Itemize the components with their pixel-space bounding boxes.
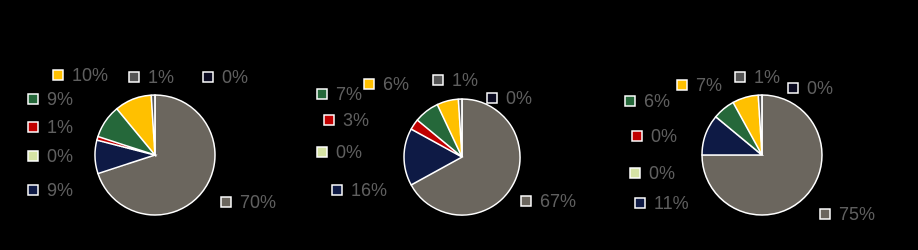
value-label: 0% — [506, 88, 532, 108]
value-label: 6% — [383, 74, 409, 94]
legend-marker — [676, 79, 688, 91]
legend-marker — [819, 208, 831, 220]
legend-marker — [432, 74, 444, 86]
legend-marker — [52, 69, 64, 81]
legend-marker — [787, 82, 799, 94]
legend-marker — [520, 195, 532, 207]
value-label: 9% — [47, 89, 73, 109]
value-label: 1% — [754, 67, 780, 87]
value-label: 0% — [807, 78, 833, 98]
legend-marker — [734, 71, 746, 83]
value-label: 70% — [240, 192, 276, 212]
legend-marker — [128, 71, 140, 83]
value-label: 0% — [336, 142, 362, 162]
value-label: 3% — [343, 110, 369, 130]
value-label: 75% — [839, 204, 875, 224]
value-label: 7% — [336, 84, 362, 104]
legend-marker — [629, 167, 641, 179]
value-label: 67% — [540, 191, 576, 211]
legend-marker — [27, 184, 39, 196]
value-label: 1% — [148, 67, 174, 87]
value-label: 1% — [452, 70, 478, 90]
value-label: 11% — [654, 193, 689, 213]
legend-marker — [27, 150, 39, 162]
legend-marker — [631, 130, 643, 142]
legend-marker — [202, 71, 214, 83]
legend-marker — [316, 146, 328, 158]
legend-marker — [27, 121, 39, 133]
legend-marker — [363, 78, 375, 90]
pie-slice — [701, 94, 823, 216]
value-label: 7% — [696, 75, 722, 95]
legend-marker — [634, 197, 646, 209]
legend-marker — [27, 93, 39, 105]
value-label: 0% — [649, 163, 675, 183]
value-label: 1% — [47, 117, 73, 137]
value-label: 0% — [47, 146, 73, 166]
value-label: 6% — [644, 91, 670, 111]
legend-marker — [316, 88, 328, 100]
value-label: 0% — [651, 126, 677, 146]
value-label: 0% — [222, 67, 248, 87]
value-label: 16% — [351, 180, 387, 200]
value-label: 10% — [72, 65, 108, 85]
pie-slice — [403, 128, 464, 186]
pie-slice — [410, 98, 521, 216]
legend-marker — [323, 114, 335, 126]
legend-marker — [331, 184, 343, 196]
legend-marker — [220, 196, 232, 208]
legend-marker — [624, 95, 636, 107]
legend-marker — [486, 92, 498, 104]
value-label: 9% — [47, 180, 73, 200]
